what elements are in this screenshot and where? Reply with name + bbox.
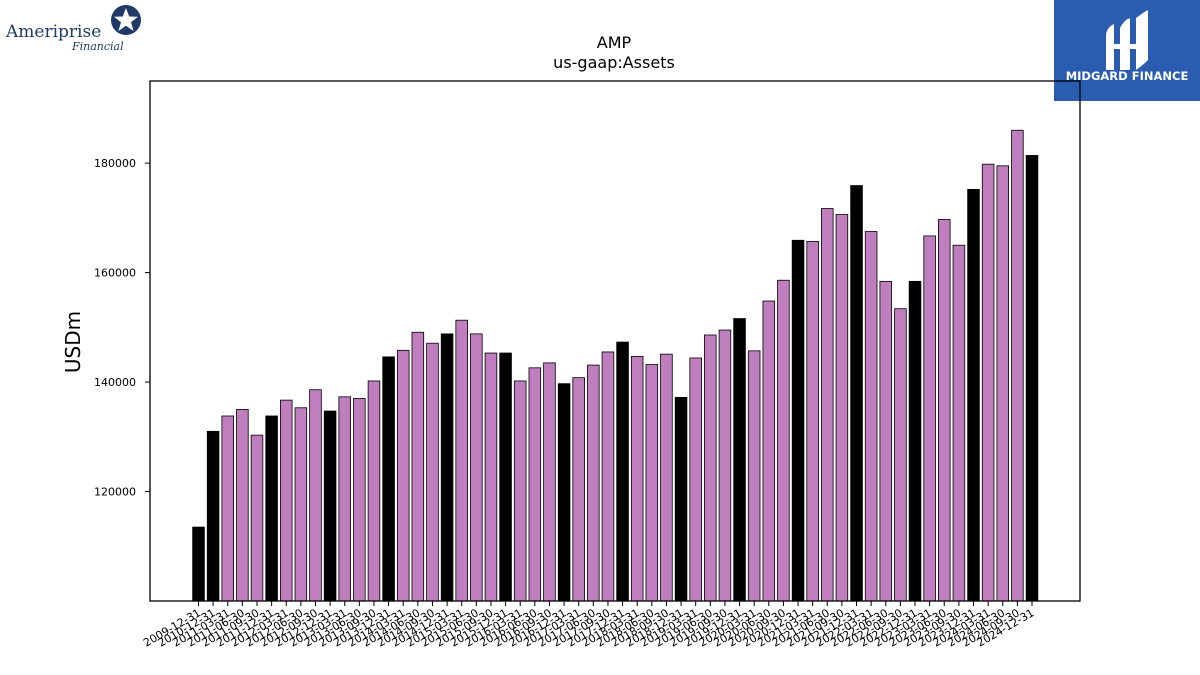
bar-2014-06-30	[411, 331, 425, 602]
bar-2018-06-30	[645, 364, 659, 602]
bar-2024-12-31	[1025, 155, 1039, 602]
bar-2020-09-30	[777, 279, 790, 602]
bar-2014-12-31	[440, 333, 454, 602]
bar-2023-06-30	[938, 219, 951, 602]
bar-2015-03-31	[455, 319, 468, 602]
bar-2017-06-30	[587, 364, 600, 602]
bar-2014-09-30	[426, 342, 439, 602]
bar-2017-12-31	[616, 341, 629, 602]
bar-2021-03-31	[806, 240, 819, 602]
midgard-finance-logo: MIDGARD FINANCE	[1054, 0, 1200, 101]
bar-2014-03-31	[396, 349, 410, 602]
bar-2023-03-31	[923, 235, 936, 602]
bar-2018-03-31	[630, 355, 644, 602]
x-axis: 2009-12-312010-12-312011-03-312011-06-30…	[141, 601, 1037, 650]
bar-2023-09-30	[952, 244, 966, 602]
logo-right-brand: MIDGARD FINANCE	[1066, 69, 1189, 83]
bar-2022-03-31	[864, 231, 878, 602]
bar-2020-06-30	[762, 300, 776, 602]
ameriprise-logo: Ameriprise Financial	[5, 5, 141, 53]
logo-left-brand: Ameriprise	[5, 22, 101, 42]
bar-2015-09-30	[484, 352, 498, 602]
bar-2012-12-31	[323, 410, 337, 602]
bar-2012-09-30	[309, 389, 322, 602]
y-tick-label: 120000	[94, 486, 136, 499]
bar-2013-06-30	[353, 398, 366, 602]
bar-2018-09-30	[660, 353, 673, 602]
bar-2016-09-30	[543, 362, 556, 602]
bars-group	[192, 129, 1039, 602]
bar-2020-03-31	[747, 350, 761, 602]
bar-2011-06-30	[236, 409, 249, 602]
midgard-m-icon	[1106, 10, 1148, 70]
bar-2021-06-30	[821, 208, 834, 602]
bar-2019-12-31	[733, 318, 746, 602]
bar-2022-12-31	[908, 280, 922, 602]
bar-2018-12-31	[674, 396, 688, 602]
bar-2021-12-31	[850, 185, 863, 602]
y-tick-label: 160000	[94, 267, 136, 280]
bar-2024-06-30	[996, 165, 1010, 602]
chart-title: AMP	[597, 33, 632, 52]
y-tick-label: 180000	[94, 157, 136, 170]
bar-2013-12-31	[382, 356, 395, 602]
bar-2010-12-31	[206, 430, 220, 602]
chart-subtitle: us-gaap:Assets	[553, 53, 675, 72]
bar-2012-06-30	[294, 407, 308, 602]
bar-2015-06-30	[470, 333, 483, 602]
bar-2016-12-31	[557, 383, 571, 602]
bar-2024-03-31	[981, 163, 995, 602]
bar-2009-12-31	[192, 526, 205, 602]
bar-2020-12-31	[791, 239, 805, 602]
bar-2012-03-31	[279, 399, 293, 602]
bar-2013-03-31	[338, 396, 351, 602]
bar-2022-06-30	[879, 280, 893, 602]
star-icon	[111, 5, 141, 35]
bar-2016-06-30	[528, 367, 542, 602]
y-axis-label: USDm	[61, 311, 85, 373]
bar-2019-03-31	[689, 357, 702, 602]
bar-2024-09-30	[1011, 129, 1024, 602]
bar-2013-09-30	[367, 380, 381, 602]
bar-2021-09-30	[835, 214, 849, 602]
bar-2015-12-31	[499, 352, 512, 602]
bar-2017-03-31	[572, 377, 585, 602]
plot-frame	[149, 80, 1081, 602]
y-tick-label: 140000	[94, 376, 136, 389]
bar-2019-06-30	[704, 334, 717, 602]
bar-2019-09-30	[718, 329, 732, 602]
y-axis: 120000 140000 160000 180000	[94, 157, 150, 499]
bar-2016-03-31	[513, 380, 527, 602]
bar-2023-12-31	[967, 188, 980, 602]
bar-2022-09-30	[894, 308, 907, 602]
bar-2011-12-31	[265, 415, 278, 602]
logo-left-sub: Financial	[71, 40, 124, 53]
bar-2017-09-30	[601, 351, 615, 602]
bar-2011-09-30	[250, 434, 264, 602]
bar-2011-03-31	[221, 415, 234, 602]
